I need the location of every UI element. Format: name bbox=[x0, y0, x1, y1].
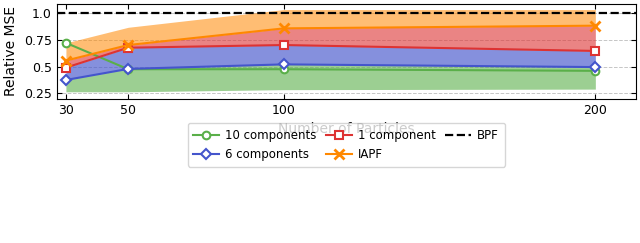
X-axis label: Number of Particles: Number of Particles bbox=[278, 122, 415, 136]
Y-axis label: Relative MSE: Relative MSE bbox=[4, 7, 18, 96]
Legend: 10 components, 6 components, 1 component, IAPF, BPF: 10 components, 6 components, 1 component… bbox=[188, 123, 505, 167]
